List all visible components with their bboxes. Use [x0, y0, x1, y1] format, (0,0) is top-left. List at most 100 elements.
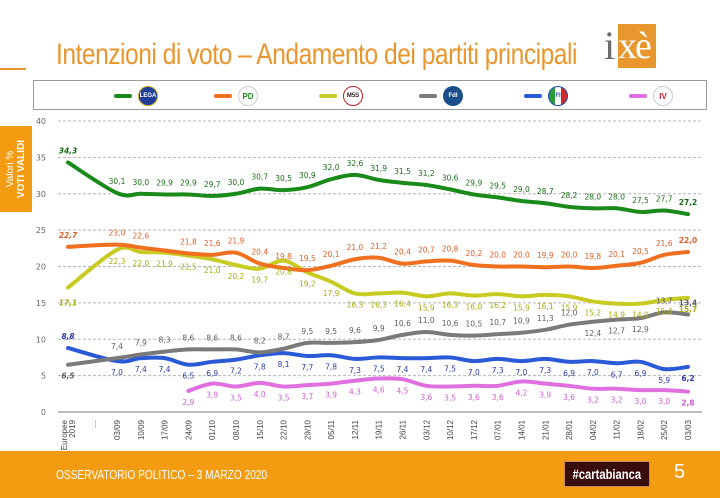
- x-tick-text: 01/10: [208, 419, 217, 440]
- data-label: 11,3: [537, 314, 554, 323]
- data-label: 16,3: [442, 300, 459, 309]
- data-label: 20,7: [418, 245, 435, 254]
- data-label: 3,6: [563, 393, 575, 402]
- data-label: 20,1: [608, 250, 625, 259]
- x-tick-text: 21/01: [541, 419, 550, 440]
- data-label: 20,0: [489, 251, 506, 260]
- x-tick-label: 24/09: [184, 419, 193, 440]
- data-label: 8,6: [182, 333, 194, 342]
- y-tick-label: 25: [36, 226, 46, 235]
- y-tick-label: 15: [36, 299, 46, 308]
- data-label: 7,4: [111, 342, 123, 351]
- data-label: 20,2: [228, 272, 245, 281]
- data-label: 7,8: [325, 362, 337, 371]
- data-label: 2,9: [182, 398, 194, 407]
- data-label: 20,8: [275, 268, 292, 277]
- legend-item-fi: FI: [524, 85, 568, 107]
- data-label: 10,6: [394, 319, 411, 328]
- x-tick-label: 08/10: [232, 419, 241, 440]
- data-label: 14,9: [632, 311, 649, 320]
- legend-item-lega: LEGA: [114, 85, 158, 107]
- data-label: 8,6: [230, 333, 242, 342]
- x-tick-label: 26/11: [399, 419, 408, 439]
- data-label: 6,9: [634, 369, 646, 378]
- data-label: 10,9: [513, 317, 530, 326]
- italia-viva-logo-icon: IV: [653, 86, 673, 106]
- data-label: 21,9: [228, 237, 245, 246]
- data-label: 4,2: [515, 388, 527, 397]
- x-tick-text: 10/12: [446, 419, 455, 440]
- data-label: 3,0: [658, 397, 670, 406]
- data-label: 17,9: [323, 289, 340, 298]
- legend-swatch: [114, 94, 132, 98]
- x-tick-text: 24/09: [184, 419, 193, 440]
- y-tick-label: 40: [36, 117, 46, 126]
- series-line-fdi: [66, 310, 690, 367]
- x-tick-label: 21/01: [541, 419, 550, 440]
- x-tick-label: 28/01: [565, 419, 574, 440]
- data-label: 21,8: [180, 237, 197, 246]
- data-label: 31,9: [370, 164, 387, 173]
- data-label: 4,0: [254, 390, 266, 399]
- data-label: 22,0: [132, 259, 149, 268]
- data-label: 3,9: [206, 391, 218, 400]
- data-label: 9,6: [349, 326, 361, 335]
- x-tick-text: …: [89, 420, 98, 428]
- data-label: 6,5: [182, 372, 194, 381]
- hashtag-text: #cartabianca: [572, 466, 642, 482]
- data-label: 8,2: [254, 336, 266, 345]
- x-tick-text: 15/10: [256, 419, 265, 440]
- x-tick-text: 19/11: [375, 419, 384, 439]
- data-label: 3,2: [611, 396, 623, 405]
- data-label: 31,5: [394, 167, 411, 176]
- footer-bar: OSSERVATORIO POLITICO – 3 MARZO 2020 #ca…: [0, 451, 720, 498]
- data-label: 9,5: [325, 327, 337, 336]
- data-label: 12,4: [584, 329, 601, 338]
- legend-swatch: [319, 94, 337, 98]
- data-label: 7,7: [301, 363, 313, 372]
- y-tick-label: 35: [36, 153, 46, 162]
- data-label: 30,5: [275, 174, 292, 183]
- data-label: 3,5: [230, 394, 242, 403]
- chart-legend: LEGA PD M5S FdI FI IV: [33, 80, 707, 110]
- x-tick-label: 12/11: [351, 419, 360, 439]
- x-tick-label: 03/03: [684, 419, 693, 440]
- data-label: 11,0: [418, 316, 435, 325]
- data-label: 14,9: [608, 311, 625, 320]
- data-label: 7,2: [230, 367, 242, 376]
- x-tick-text: 28/01: [565, 419, 574, 440]
- data-label: 7,4: [397, 365, 409, 374]
- data-label: 8,8: [61, 332, 74, 341]
- data-label: 22,0: [679, 236, 698, 245]
- x-tick-text: 22/10: [280, 419, 289, 440]
- logo-box: [618, 24, 656, 68]
- data-label: 3,9: [325, 391, 337, 400]
- data-label: 20,0: [561, 251, 578, 260]
- data-label: 20,4: [394, 248, 411, 257]
- legend-item-m5s: M5S: [319, 85, 363, 107]
- data-label: 32,0: [323, 163, 340, 172]
- data-label: 29,9: [466, 178, 483, 187]
- data-label: 28,0: [608, 192, 625, 201]
- data-label: 10,7: [489, 318, 506, 327]
- x-tick-label: 05/11: [327, 419, 336, 439]
- data-label: 4,3: [349, 388, 361, 397]
- data-label: 3,6: [492, 393, 504, 402]
- data-label: 32,6: [347, 159, 364, 168]
- legend-logo-text: FdI: [448, 93, 458, 99]
- pd-logo-icon: PD: [238, 86, 258, 106]
- data-label: 28,2: [561, 191, 578, 200]
- data-label: 3,5: [444, 394, 456, 403]
- data-label: 19,8: [275, 252, 292, 261]
- m5s-logo-icon: M5S: [343, 86, 363, 106]
- x-tick-text: 10/09: [137, 419, 146, 440]
- title-accent-rule: [0, 68, 26, 70]
- legend-swatch: [629, 94, 647, 98]
- data-label: 6,2: [681, 374, 694, 383]
- legend-logo-text: PD: [242, 91, 254, 101]
- footer-caption: OSSERVATORIO POLITICO – 3 MARZO 2020: [56, 467, 268, 482]
- x-tick-text: 2019: [68, 419, 77, 437]
- data-label: 3,6: [420, 393, 432, 402]
- data-label: 9,9: [373, 324, 385, 333]
- x-tick-label: 03/09: [113, 419, 122, 440]
